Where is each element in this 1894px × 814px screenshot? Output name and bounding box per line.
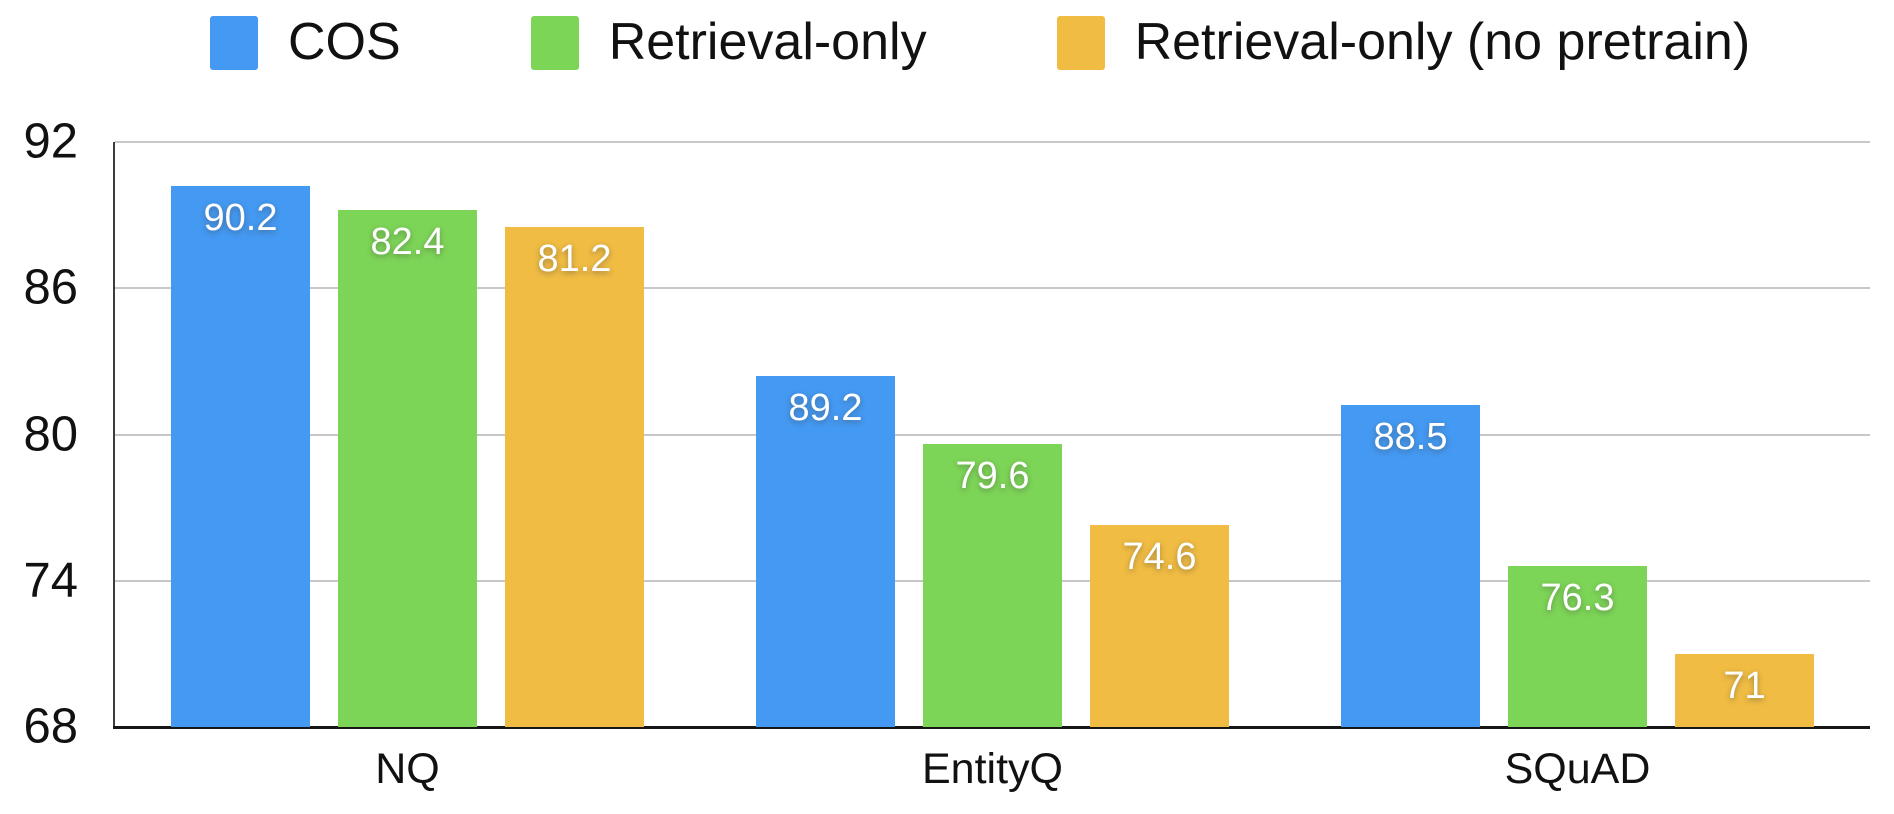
gridline-80 bbox=[115, 433, 1870, 436]
legend-swatch-retrieval-only-icon bbox=[530, 15, 579, 70]
legend-item-retrieval-only: Retrieval-only bbox=[530, 13, 927, 71]
bar-value-label-squad-retrieval-only: 76.3 bbox=[1540, 577, 1615, 620]
bar-squad-retrieval-only: 76.3 bbox=[1508, 566, 1647, 727]
bar-squad-cos: 88.5 bbox=[1341, 405, 1480, 727]
bar-value-label-entityq-retrieval-only-no-pretrain: 74.6 bbox=[1122, 535, 1197, 578]
bar-value-label-nq-retrieval-only: 82.4 bbox=[370, 221, 445, 264]
y-tick-label-92: 92 bbox=[23, 114, 78, 169]
y-tick-label-86: 86 bbox=[23, 260, 78, 315]
bar-value-label-entityq-cos: 89.2 bbox=[788, 387, 863, 429]
gridline-92 bbox=[115, 141, 1870, 143]
bar-value-label-nq-retrieval-only-no-pretrain: 81.2 bbox=[537, 238, 612, 281]
legend-swatch-retrieval-only-no-pretrain-icon bbox=[1056, 15, 1105, 70]
bar-entityq-cos: 89.2 bbox=[756, 376, 895, 727]
bar-value-label-nq-cos: 90.2 bbox=[203, 196, 278, 239]
legend-item-retrieval-only-no-pretrain: Retrieval-only (no pretrain) bbox=[1056, 13, 1751, 71]
bar-value-label-entityq-retrieval-only: 79.6 bbox=[955, 455, 1030, 498]
x-tick-label-squad: SQuAD bbox=[1504, 745, 1651, 793]
plot-area: 90.2 82.4 81.2 89.2 79.6 74.6 88.5 76.3 71 bbox=[113, 141, 1870, 729]
bar-value-label-squad-cos: 88.5 bbox=[1373, 416, 1448, 459]
bar-nq-retrieval-only: 82.4 bbox=[338, 210, 477, 727]
x-axis-line bbox=[113, 726, 1870, 729]
bar-value-label-squad-retrieval-only-no-pretrain: 71 bbox=[1723, 664, 1766, 707]
legend-swatch-cos-icon bbox=[210, 15, 258, 70]
legend-item-cos: COS bbox=[210, 13, 401, 71]
legend-label-retrieval-only: Retrieval-only bbox=[608, 13, 927, 71]
gridline-86 bbox=[115, 287, 1870, 290]
y-tick-label-74: 74 bbox=[23, 553, 78, 608]
legend: COS Retrieval-only Retrieval-only (no pr… bbox=[210, 13, 1751, 71]
legend-label-cos: COS bbox=[288, 13, 401, 71]
bar-entityq-retrieval-only-no-pretrain: 74.6 bbox=[1090, 524, 1229, 727]
legend-label-retrieval-only-no-pretrain: Retrieval-only (no pretrain) bbox=[1134, 13, 1751, 71]
y-tick-label-68: 68 bbox=[23, 699, 78, 754]
bar-nq-cos: 90.2 bbox=[171, 185, 310, 727]
y-axis-line bbox=[113, 142, 115, 727]
bar-squad-retrieval-only-no-pretrain: 71 bbox=[1675, 653, 1814, 727]
y-tick-label-80: 80 bbox=[23, 407, 78, 461]
bar-entityq-retrieval-only: 79.6 bbox=[923, 444, 1062, 727]
bar-nq-retrieval-only-no-pretrain: 81.2 bbox=[505, 227, 644, 727]
x-tick-label-entityq: EntityQ bbox=[922, 745, 1063, 793]
x-tick-label-nq: NQ bbox=[375, 745, 440, 793]
